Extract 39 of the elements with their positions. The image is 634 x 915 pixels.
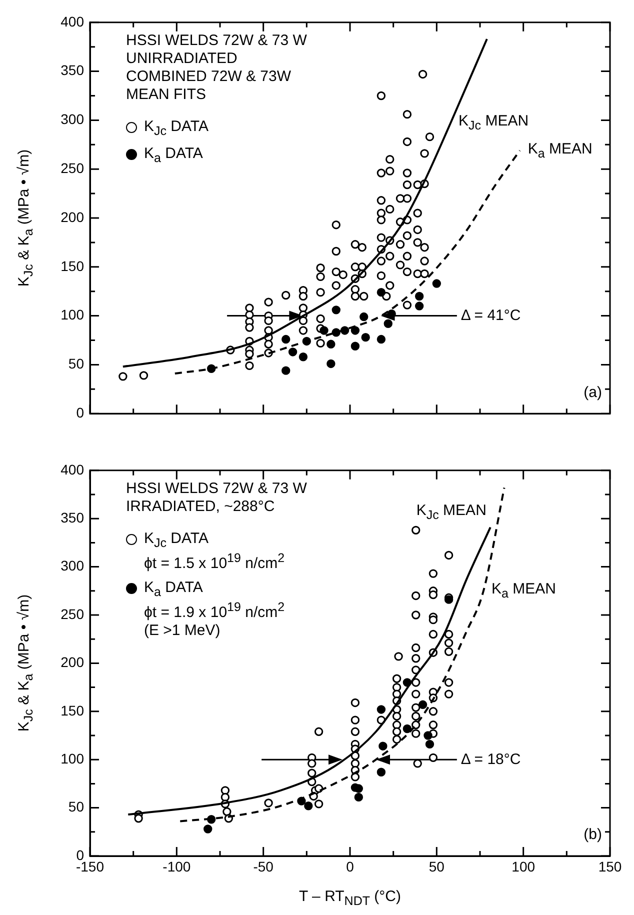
- y-tick-label: 0: [76, 846, 84, 863]
- y-tick-label: 50: [68, 798, 84, 815]
- series-label: K$_{a}$ MEAN: [491, 580, 556, 602]
- y-tick-label: 100: [60, 306, 84, 323]
- y-tick-label: 300: [60, 111, 84, 128]
- y-tick-label: 350: [60, 62, 84, 78]
- y-tick-label: 250: [60, 160, 84, 176]
- y-tick-label: 150: [60, 702, 84, 718]
- text: HSSI WELDS 72W & 73 W IRRADIATED, ~288°C: [126, 480, 307, 516]
- x-tick-label: 0: [346, 858, 354, 874]
- y-tick-label: 350: [60, 509, 84, 526]
- x-tick-label: -100: [162, 858, 191, 874]
- x-tick-label: 100: [512, 858, 536, 874]
- y-tick-label: 200: [60, 208, 84, 225]
- annotation: Δ = 41°C: [460, 306, 521, 325]
- legend-label: K$_{Jc}$ DATA ϕt = 1.5 x 10$^{19}$ n/cm$^{2}$: [144, 530, 285, 574]
- x-tick-label: -50: [253, 858, 274, 874]
- legend-label: K$_{Jc}$ DATA: [144, 118, 208, 140]
- y-tick-label: 50: [68, 356, 84, 372]
- text: HSSI WELDS 72W & 73 W UNIRRADIATED COMBINED 72W & 73W MEAN FITS: [126, 32, 308, 104]
- y-tick-label: 400: [60, 13, 84, 30]
- x-tick-label: 50: [428, 858, 445, 874]
- y-tick-label: 300: [60, 558, 84, 574]
- x-tick-label: 150: [598, 858, 622, 874]
- y-tick-label: 0: [76, 404, 84, 420]
- y-tick-label: 200: [60, 654, 84, 670]
- text: K$_{a}$ DATA ϕt = 1.9 x 10$^{19}$ n/cm$^{2}$ (E >1 MeV): [144, 579, 285, 640]
- y-tick-label: 150: [60, 258, 84, 274]
- y-tick-label: 400: [60, 461, 84, 478]
- annotation: (a): [584, 384, 602, 402]
- series-label: K$_{Jc}$ MEAN: [416, 502, 486, 524]
- annotation: Δ = 18°C: [460, 750, 521, 769]
- series-label: K$_{Jc}$ MEAN: [458, 112, 529, 134]
- y-tick-label: 250: [60, 606, 84, 622]
- y-tick-label: 100: [60, 750, 84, 766]
- series-label: K$_{a}$ MEAN: [528, 140, 592, 162]
- x-axis-title: T – RT$_{NDT}$ (°C): [299, 888, 401, 909]
- legend-label: K$_{a}$ DATA: [144, 145, 203, 166]
- annotation: (b): [584, 826, 602, 844]
